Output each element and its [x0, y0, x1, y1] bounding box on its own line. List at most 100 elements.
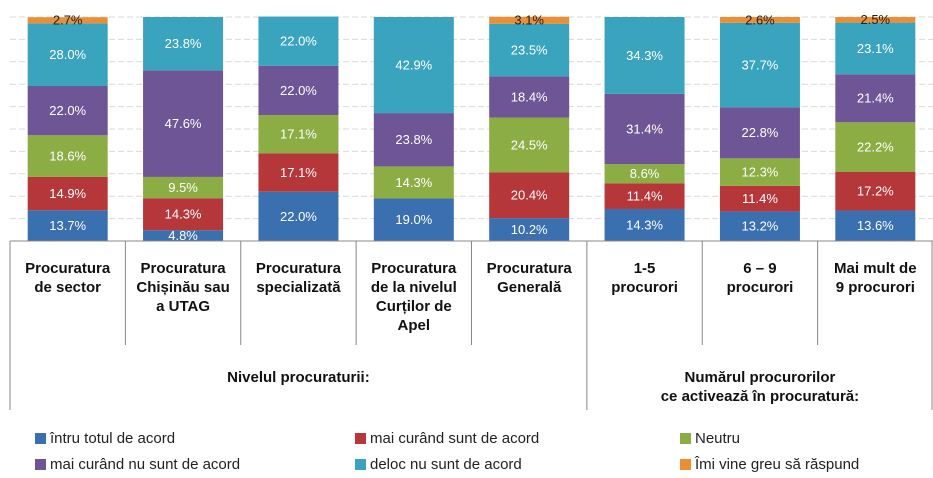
x-tick-label: Procuratura Chișinău sau a UTAG: [136, 260, 230, 315]
data-label: 34.3%: [626, 48, 663, 63]
bar-segment: [489, 172, 570, 219]
legend-swatch: [680, 433, 691, 444]
data-label: 23.1%: [857, 41, 894, 56]
bar-segment: [143, 176, 224, 199]
data-label: 22.0%: [280, 83, 317, 98]
data-label: 12.3%: [742, 165, 779, 180]
data-label: 10.2%: [511, 222, 548, 237]
data-label: 4.8%: [168, 228, 198, 243]
bar-segment: [143, 230, 224, 241]
legend-item: Îmi vine greu să răspund: [680, 456, 859, 473]
legend-item: întru totul de acord: [35, 430, 175, 447]
bar-segment: [719, 22, 800, 108]
bar-segment: [143, 17, 224, 71]
legend-item: Neutru: [680, 430, 740, 447]
bar-segment: [258, 153, 339, 192]
data-label: 22.0%: [49, 103, 86, 118]
bar-segment: [604, 17, 685, 94]
bar-segment: [373, 198, 454, 241]
bar-segment: [835, 210, 916, 241]
legend-swatch: [680, 459, 691, 470]
data-label: 22.0%: [280, 34, 317, 49]
bar-segment: [719, 158, 800, 186]
x-tick-label: Procuratura specializată: [255, 260, 341, 296]
legend-label: întru totul de acord: [50, 430, 176, 447]
legend-item: mai curând sunt de acord: [355, 430, 539, 447]
bar-segment: [27, 135, 108, 177]
bar-segment: [373, 17, 454, 114]
data-label: 13.7%: [49, 218, 86, 233]
bar-segment: [835, 17, 916, 23]
data-label: 23.5%: [511, 42, 548, 57]
bar-segment: [489, 23, 570, 77]
legend-label: mai curând sunt de acord: [370, 430, 540, 447]
data-label: 42.9%: [395, 57, 432, 72]
group-label: Nivelul procuraturii:: [227, 369, 370, 386]
bar-segment: [27, 176, 108, 211]
bar-segment: [835, 122, 916, 173]
bar-segment: [373, 113, 454, 167]
legend-label: Îmi vine greu să răspund: [695, 456, 860, 473]
bar-segment: [489, 16, 570, 24]
data-label: 9.5%: [168, 180, 198, 195]
data-label: 8.6%: [630, 166, 660, 181]
bar-segment: [835, 22, 916, 75]
data-label: 20.4%: [511, 188, 548, 203]
data-label: 2.5%: [860, 12, 890, 27]
bar-segment: [27, 210, 108, 241]
bar-segment: [835, 74, 916, 123]
data-label: 23.8%: [165, 36, 202, 51]
data-label: 11.4%: [627, 189, 663, 204]
data-label: 17.1%: [280, 165, 317, 180]
bar-segment: [489, 117, 570, 173]
bar-segment: [27, 17, 108, 24]
data-label: 13.2%: [742, 219, 779, 234]
data-label: 13.6%: [857, 218, 894, 233]
bar-segment: [719, 211, 800, 241]
data-label: 22.2%: [857, 140, 894, 155]
data-label: 22.8%: [742, 125, 779, 140]
data-label: 31.4%: [626, 121, 663, 136]
bar-segment: [835, 172, 916, 211]
bar-segment: [258, 65, 339, 116]
data-label: 28.0%: [49, 47, 86, 62]
data-label: 2.6%: [745, 12, 775, 27]
x-tick-label: Mai mult de 9 procurori: [834, 260, 917, 296]
legend-swatch: [355, 459, 366, 470]
bar-segment: [143, 70, 224, 177]
data-label: 21.4%: [857, 91, 894, 106]
bar-segment: [489, 76, 570, 118]
legend-swatch: [355, 433, 366, 444]
legend-label: Neutru: [695, 430, 741, 447]
x-tick-label: Procuratura de sector: [25, 260, 111, 296]
bar-segment: [27, 23, 108, 86]
data-label: 18.6%: [49, 149, 86, 164]
bar-segment: [143, 198, 224, 231]
x-tick-label: Procuratura Generală: [486, 260, 572, 296]
bar-segment: [27, 85, 108, 136]
legend-label: deloc nu sunt de acord: [370, 456, 522, 473]
bar-segment: [258, 16, 339, 66]
data-label: 14.3%: [165, 207, 202, 222]
data-label: 3.1%: [514, 13, 544, 28]
bar-segment: [719, 185, 800, 212]
group-label: Numărul procurorilor ce activează în pro…: [660, 369, 860, 405]
data-label: 24.5%: [511, 137, 548, 152]
x-tick-label: 6 – 9 procurori: [726, 260, 794, 296]
bar-segment: [719, 17, 800, 23]
legend-swatch: [35, 433, 46, 444]
bar-segment: [258, 191, 339, 241]
bar-segment: [604, 93, 685, 165]
data-label: 23.8%: [395, 132, 432, 147]
bar-segment: [373, 166, 454, 199]
legend-item: mai curând nu sunt de acord: [35, 456, 240, 473]
x-tick-label: Procuratura de la nivelul Curților de Ap…: [370, 260, 457, 334]
data-label: 17.1%: [280, 127, 317, 142]
bar-segment: [604, 164, 685, 184]
bar-segment: [719, 107, 800, 159]
data-label: 14.3%: [395, 175, 432, 190]
data-label: 11.4%: [742, 191, 778, 206]
legend-item: deloc nu sunt de acord: [355, 456, 522, 473]
data-label: 37.7%: [742, 57, 779, 72]
